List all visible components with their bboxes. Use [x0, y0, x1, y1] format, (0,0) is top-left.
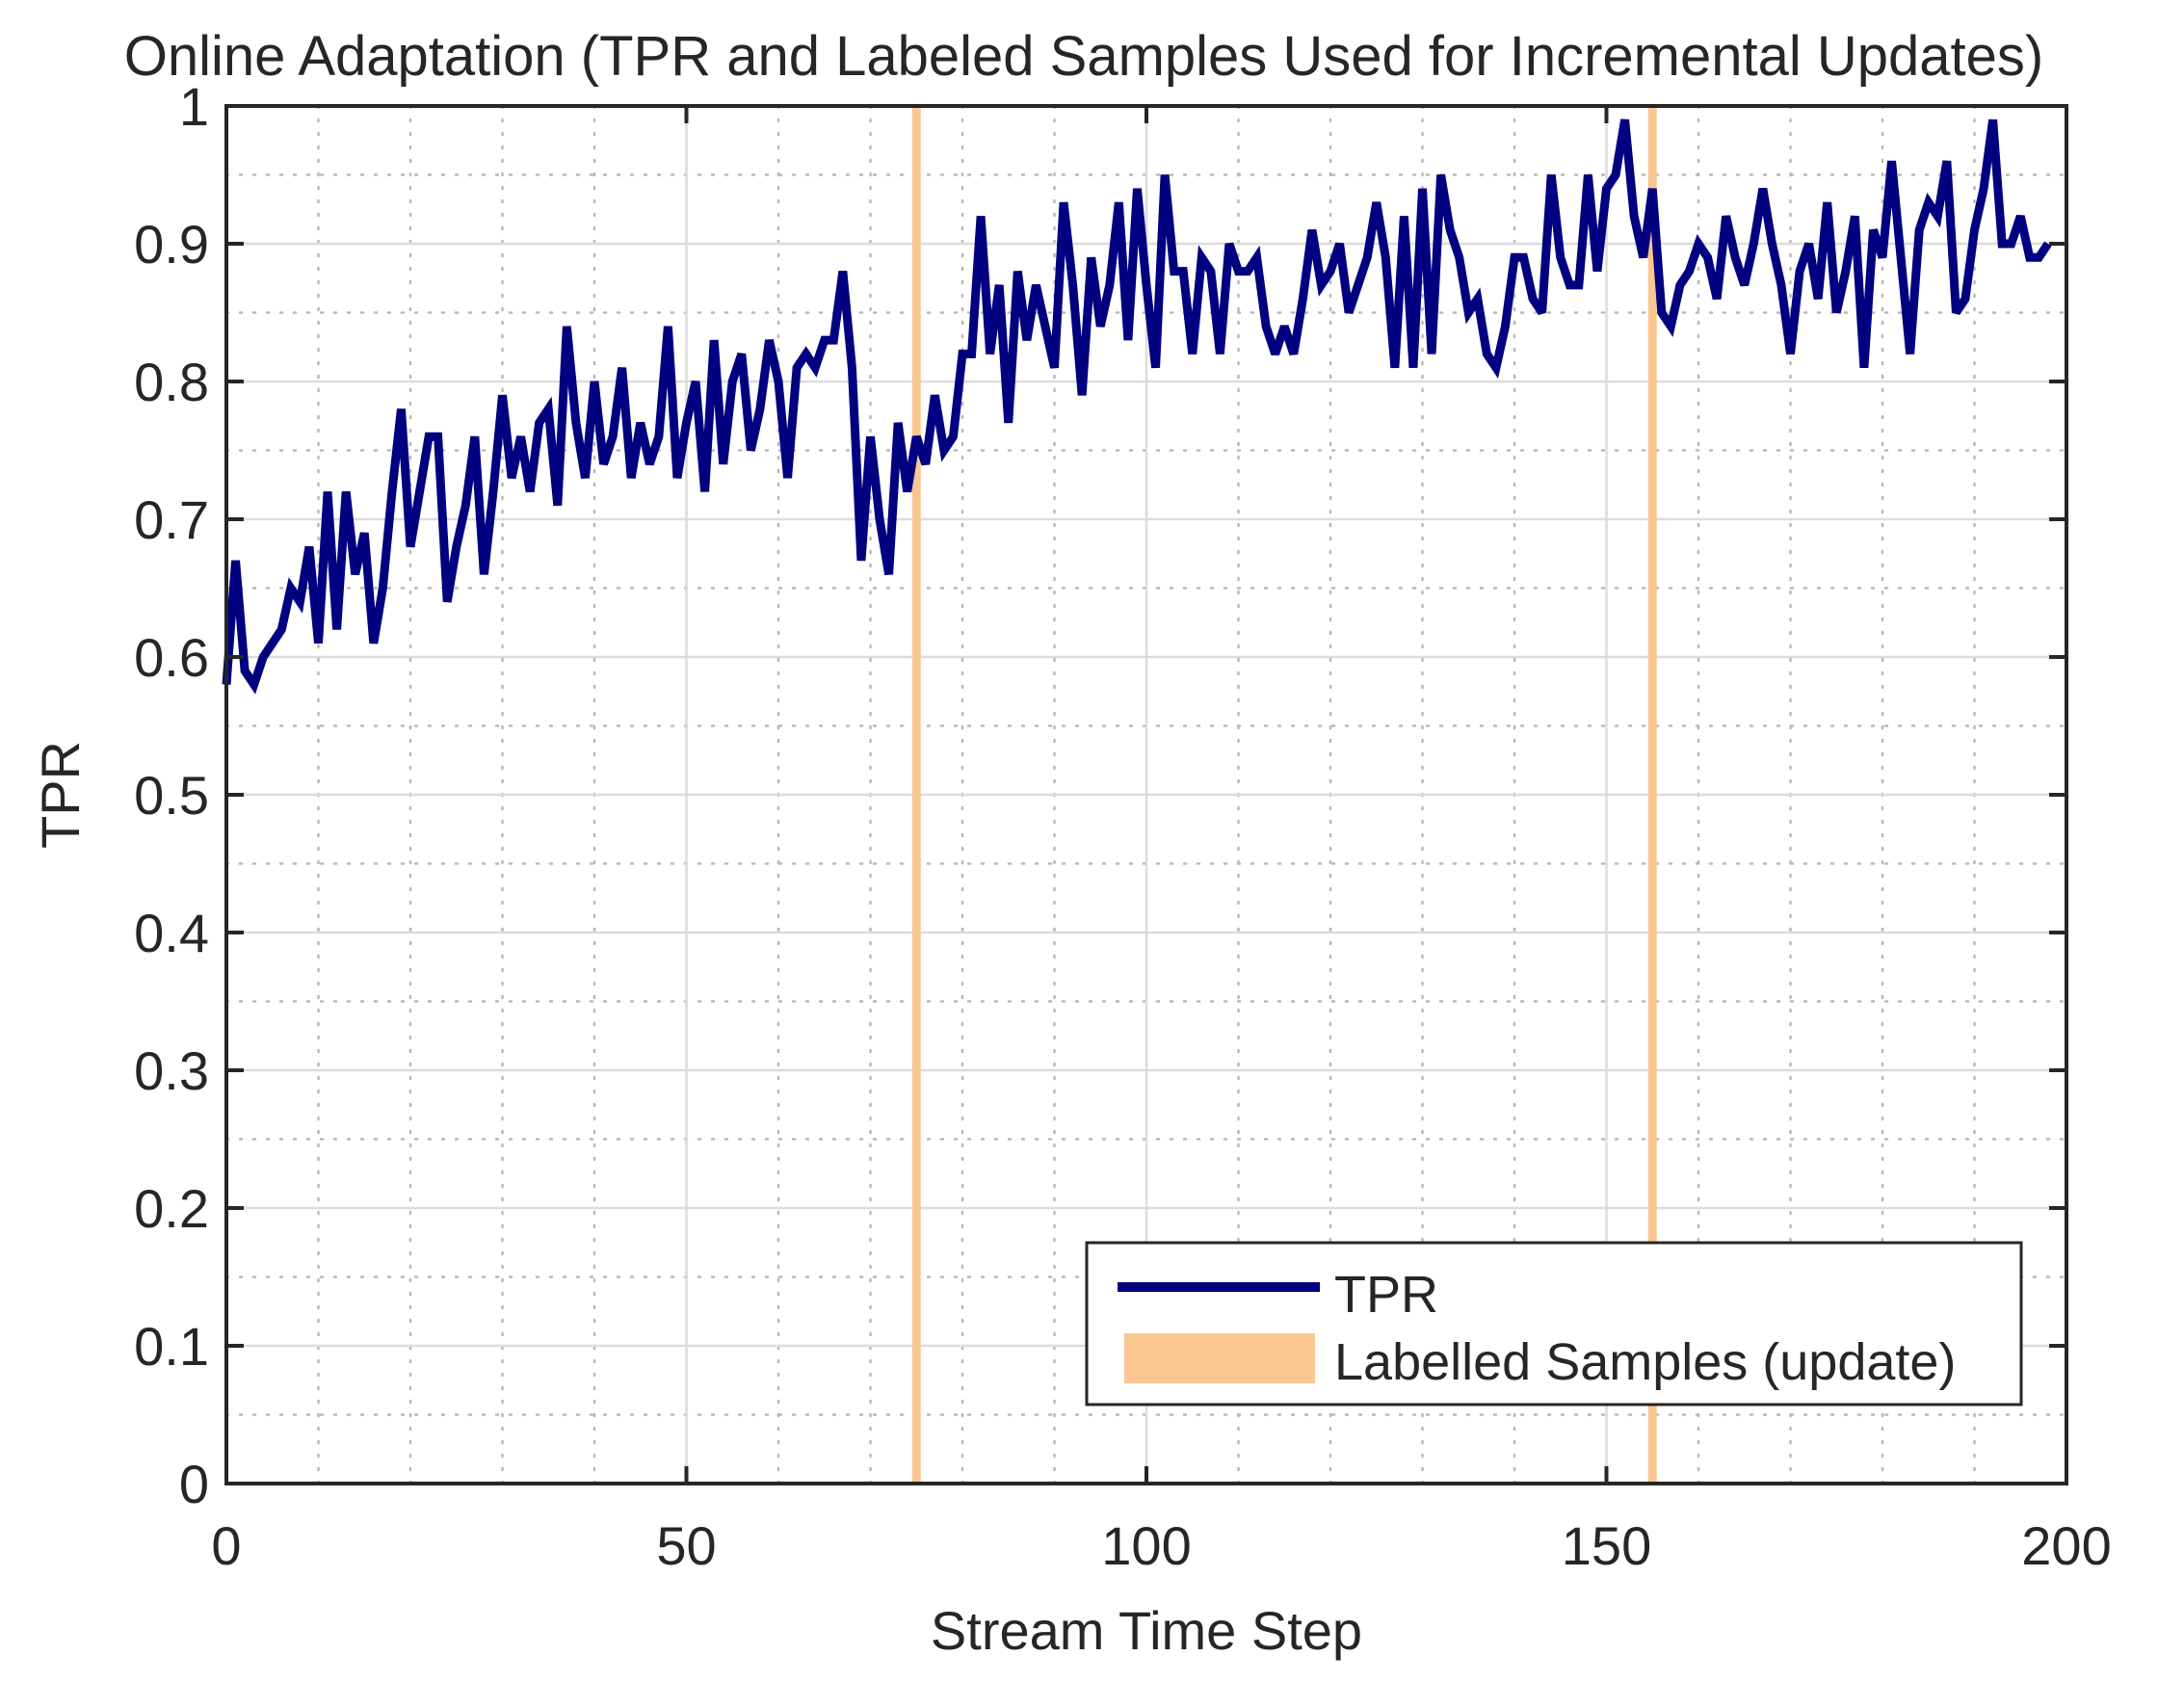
y-tick-label: 0.5 — [134, 765, 209, 826]
x-tick-label: 100 — [1101, 1515, 1191, 1576]
x-tick-label: 0 — [211, 1515, 241, 1576]
legend-update-swatch — [1124, 1333, 1315, 1383]
x-tick-label: 200 — [2021, 1515, 2111, 1576]
series-line-tpr — [222, 118, 2052, 695]
y-axis-label: TPR — [30, 741, 91, 849]
x-axis-label: Stream Time Step — [931, 1600, 1362, 1661]
legend-tpr-label: TPR — [1334, 1266, 1438, 1324]
y-tick-label: 1 — [179, 76, 209, 137]
y-tick-label: 0.7 — [134, 489, 209, 550]
x-tick-label: 50 — [656, 1515, 716, 1576]
series-layer — [222, 118, 2052, 695]
y-tick-label: 0.2 — [134, 1178, 209, 1239]
x-tick-label: 150 — [1562, 1515, 1651, 1576]
legend: TPR Labelled Samples (update) — [1085, 1241, 2023, 1406]
y-tick-label: 0 — [179, 1454, 209, 1514]
chart-title: Online Adaptation (TPR and Labeled Sampl… — [124, 25, 2043, 88]
y-tick-label: 0.1 — [134, 1316, 209, 1377]
axis-ticks — [224, 104, 2068, 1485]
y-tick-label: 0.9 — [134, 214, 209, 275]
y-tick-label: 0.4 — [134, 903, 209, 963]
y-tick-label: 0.3 — [134, 1040, 209, 1101]
y-tick-label: 0.6 — [134, 627, 209, 688]
x-tick-labels: 0 50 100 150 200 — [211, 1515, 2111, 1576]
legend-update-label: Labelled Samples (update) — [1334, 1333, 1956, 1391]
y-tick-labels: 0 0.1 0.2 0.3 0.4 0.5 0.6 0.7 0.8 0.9 1 — [134, 76, 209, 1514]
y-tick-label: 0.8 — [134, 352, 209, 412]
